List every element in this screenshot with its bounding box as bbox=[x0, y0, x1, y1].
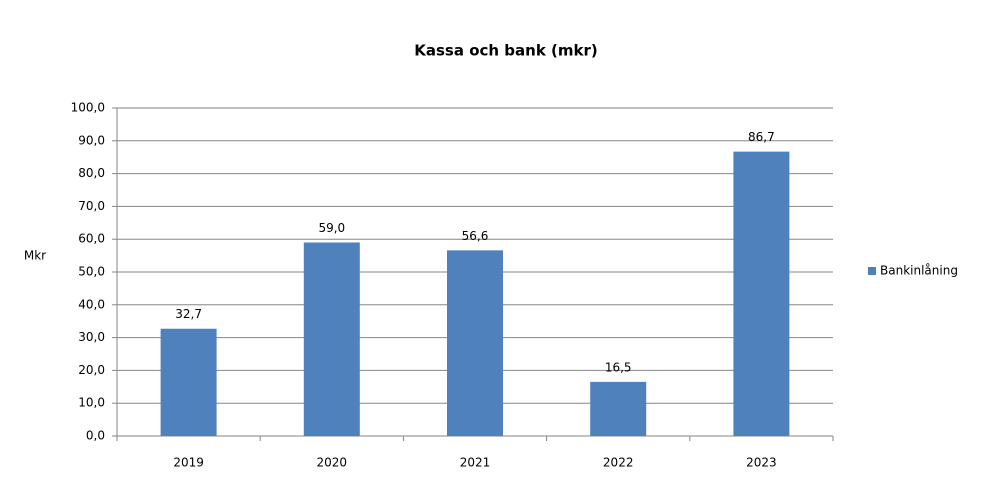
bar bbox=[303, 242, 360, 436]
x-tick-label: 2022 bbox=[603, 456, 634, 470]
x-tick-label: 2021 bbox=[460, 456, 491, 470]
y-tick-label: 90,0 bbox=[78, 133, 105, 147]
legend-label: Bankinlåning bbox=[880, 264, 958, 278]
x-tick-label: 2023 bbox=[746, 456, 777, 470]
data-label: 56,6 bbox=[462, 229, 489, 243]
bar bbox=[733, 151, 790, 436]
data-label: 86,7 bbox=[748, 130, 775, 144]
bar bbox=[447, 250, 503, 436]
y-tick-label: 30,0 bbox=[78, 330, 105, 344]
y-tick-label: 80,0 bbox=[78, 166, 105, 180]
y-tick-label: 100,0 bbox=[71, 101, 105, 115]
x-tick-label: 2019 bbox=[173, 456, 204, 470]
chart-title: Kassa och bank (mkr) bbox=[414, 42, 598, 60]
bar bbox=[160, 328, 217, 436]
legend-swatch bbox=[868, 267, 876, 275]
data-label: 32,7 bbox=[175, 307, 202, 321]
data-label: 16,5 bbox=[605, 360, 632, 374]
y-tick-label: 10,0 bbox=[78, 396, 105, 410]
x-tick-label: 2020 bbox=[317, 456, 348, 470]
data-label: 59,0 bbox=[318, 221, 345, 235]
y-tick-label: 20,0 bbox=[78, 363, 105, 377]
y-tick-label: 60,0 bbox=[78, 232, 105, 246]
y-axis-label: Mkr bbox=[24, 249, 46, 263]
y-tick-label: 50,0 bbox=[78, 265, 105, 279]
y-tick-label: 0,0 bbox=[86, 429, 105, 443]
y-tick-label: 40,0 bbox=[78, 297, 105, 311]
y-tick-label: 70,0 bbox=[78, 199, 105, 213]
bar bbox=[590, 381, 647, 436]
